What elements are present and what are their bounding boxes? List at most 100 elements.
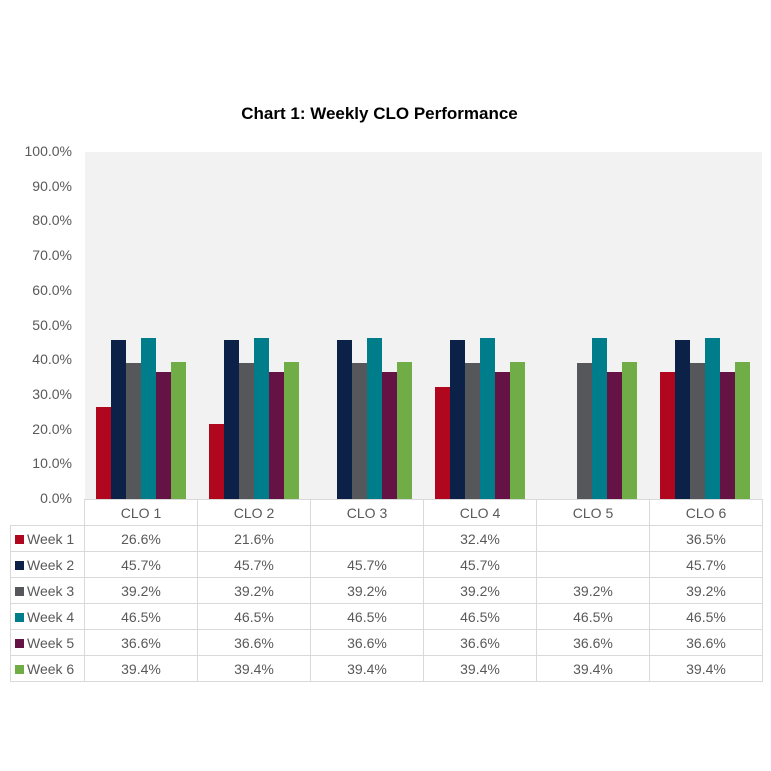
bar-week-2-clo-6	[675, 340, 691, 499]
data-label: 36.6%	[310, 629, 424, 656]
bar-week-2-clo-4	[449, 340, 465, 499]
data-table: CLO 1 CLO 2 CLO 3 CLO 4 CLO 5 CLO 6 Week 1 26.6…	[10, 499, 763, 682]
legend-label: Week 5	[27, 634, 75, 651]
legend-entry: Week 1	[10, 525, 85, 552]
data-label	[536, 525, 650, 552]
table-corner	[10, 499, 85, 526]
bar-week-5-clo-1	[156, 372, 171, 499]
data-label: 39.2%	[423, 577, 537, 604]
data-label: 32.4%	[423, 525, 537, 552]
legend-label: Week 6	[27, 660, 75, 677]
bar-week-5-clo-2	[268, 372, 284, 499]
legend-entry: Week 2	[10, 551, 85, 578]
bar-week-3-clo-3	[351, 362, 367, 499]
data-label: 36.6%	[84, 629, 198, 656]
bar-week-5-clo-6	[720, 372, 736, 499]
bar-week-3-clo-1	[126, 362, 141, 499]
y-tick-label: 90.0%	[32, 177, 72, 194]
data-label: 45.7%	[649, 551, 763, 578]
legend-label: Week 2	[27, 556, 75, 573]
bar-week-4-clo-4	[479, 337, 495, 499]
data-label	[310, 525, 424, 552]
legend-label: Week 3	[27, 582, 75, 599]
legend-swatch-icon	[15, 586, 24, 596]
data-label: 26.6%	[84, 525, 198, 552]
table-row: Week 5 36.6% 36.6% 36.6% 36.6% 36.6% 36.6%	[10, 629, 763, 656]
y-tick-label: 20.0%	[32, 420, 72, 437]
bar-week-6-clo-1	[171, 362, 186, 499]
data-label: 45.7%	[310, 551, 424, 578]
data-label: 36.6%	[197, 629, 311, 656]
category-label: CLO 5	[536, 499, 650, 526]
bar-week-5-clo-3	[381, 372, 397, 499]
bar-week-5-clo-5	[607, 372, 623, 499]
data-label: 45.7%	[84, 551, 198, 578]
y-tick-label: 40.0%	[32, 351, 72, 368]
category-label: CLO 4	[423, 499, 537, 526]
data-label: 46.5%	[423, 603, 537, 630]
bar-week-6-clo-5	[622, 362, 638, 499]
bar-week-2-clo-2	[223, 340, 239, 499]
legend-label: Week 4	[27, 608, 75, 625]
bar-week-4-clo-1	[141, 337, 156, 499]
table-row: Week 4 46.5% 46.5% 46.5% 46.5% 46.5% 46.5%	[10, 603, 763, 630]
table-row: Week 3 39.2% 39.2% 39.2% 39.2% 39.2% 39.2%	[10, 577, 763, 604]
table-row: Week 6 39.4% 39.4% 39.4% 39.4% 39.4% 39.4%	[10, 655, 763, 682]
category-label: CLO 6	[649, 499, 763, 526]
data-label: 39.2%	[84, 577, 198, 604]
data-label: 39.2%	[536, 577, 650, 604]
bar-week-4-clo-3	[366, 337, 382, 499]
data-label: 46.5%	[649, 603, 763, 630]
bar-week-3-clo-5	[577, 362, 593, 499]
data-label: 39.4%	[649, 655, 763, 682]
bar-week-3-clo-4	[464, 362, 480, 499]
bar-week-3-clo-2	[238, 362, 254, 499]
data-label: 39.4%	[536, 655, 650, 682]
bar-week-6-clo-3	[396, 362, 412, 499]
bar-week-3-clo-6	[690, 362, 706, 499]
data-label: 39.2%	[310, 577, 424, 604]
bar-week-1-clo-4	[434, 386, 450, 499]
bar-week-6-clo-2	[283, 362, 299, 499]
bar-week-2-clo-3	[336, 340, 352, 499]
data-label: 36.5%	[649, 525, 763, 552]
legend-swatch-icon	[15, 560, 24, 570]
legend-label: Week 1	[27, 530, 75, 547]
table-row: Week 2 45.7% 45.7% 45.7% 45.7% 45.7%	[10, 551, 763, 578]
y-tick-label: 100.0%	[24, 143, 72, 159]
legend-entry: Week 6	[10, 655, 85, 682]
bar-week-4-clo-2	[253, 337, 269, 499]
data-label: 39.2%	[197, 577, 311, 604]
data-label: 36.6%	[536, 629, 650, 656]
y-tick-label: 30.0%	[32, 385, 72, 402]
bar-week-1-clo-1	[96, 406, 111, 499]
data-label: 39.4%	[423, 655, 537, 682]
legend-swatch-icon	[15, 638, 24, 648]
bar-week-4-clo-5	[592, 337, 608, 499]
data-label: 36.6%	[649, 629, 763, 656]
data-label: 46.5%	[310, 603, 424, 630]
data-label: 39.4%	[197, 655, 311, 682]
bar-week-6-clo-4	[509, 362, 525, 499]
data-label: 21.6%	[197, 525, 311, 552]
data-label: 45.7%	[423, 551, 537, 578]
category-label: CLO 2	[197, 499, 311, 526]
data-label: 36.6%	[423, 629, 537, 656]
y-tick-label: 60.0%	[32, 281, 72, 298]
data-label: 46.5%	[84, 603, 198, 630]
chart-title: Chart 1: Weekly CLO Performance	[241, 104, 518, 123]
bar-week-2-clo-1	[111, 340, 126, 499]
legend-entry: Week 4	[10, 603, 85, 630]
legend-entry: Week 3	[10, 577, 85, 604]
legend-swatch-icon	[15, 534, 24, 544]
legend-swatch-icon	[15, 664, 24, 674]
legend-entry: Week 5	[10, 629, 85, 656]
category-label: CLO 3	[310, 499, 424, 526]
y-tick-label: 80.0%	[32, 212, 72, 229]
data-label	[536, 551, 650, 578]
data-label: 45.7%	[197, 551, 311, 578]
y-tick-label: 70.0%	[32, 247, 72, 264]
bar-week-4-clo-6	[705, 337, 721, 499]
bar-week-6-clo-6	[735, 362, 751, 499]
category-label: CLO 1	[84, 499, 198, 526]
